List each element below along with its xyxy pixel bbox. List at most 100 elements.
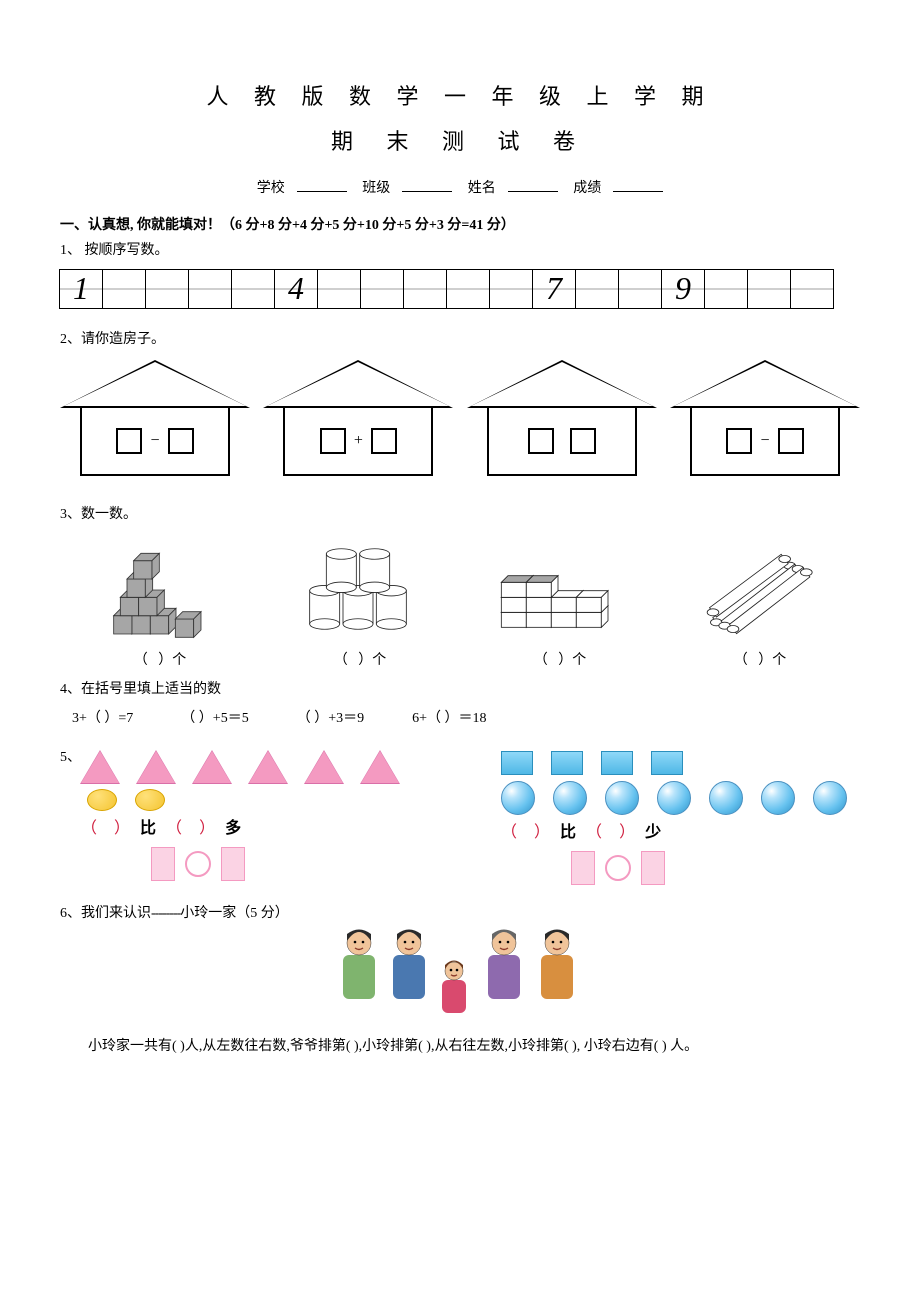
house-input[interactable] (371, 428, 397, 454)
house-operator: + (354, 429, 363, 453)
oval-icon (87, 789, 117, 811)
q1-cell[interactable] (704, 269, 748, 309)
triangle-icon (361, 751, 399, 783)
rods-svg (698, 539, 823, 639)
ball-icon (761, 781, 795, 815)
q3-cubes-paren[interactable]: （ ）个 (134, 653, 187, 668)
ball-icon (813, 781, 847, 815)
q5-balls (501, 781, 861, 815)
q5-triangles (81, 751, 441, 783)
house: − (60, 360, 250, 480)
house: − (670, 360, 860, 480)
house-roof (263, 360, 453, 408)
q5-left-text[interactable]: （ ） 比 （ ） 多 (81, 817, 441, 841)
house-body: + (283, 406, 433, 476)
q3-cuboid-paren[interactable]: （ ）个 (534, 653, 587, 668)
house-input[interactable] (726, 428, 752, 454)
q1-cell[interactable]: 7 (532, 269, 576, 309)
q4-eq1[interactable]: 3+（ ）=7 (72, 708, 133, 729)
school-blank[interactable] (297, 178, 347, 192)
house: + (263, 360, 453, 480)
house-input[interactable] (570, 428, 596, 454)
house-body: − (80, 406, 230, 476)
score-label: 成绩 (573, 181, 601, 196)
triangle-icon (81, 751, 119, 783)
q1-cell[interactable]: 1 (59, 269, 103, 309)
house-body (487, 406, 637, 476)
house-input[interactable] (528, 428, 554, 454)
q1-label: 1、 按顺序写数。 (60, 240, 860, 261)
q1-cell[interactable] (790, 269, 834, 309)
q1-cell[interactable]: 4 (274, 269, 318, 309)
q1-cell[interactable] (403, 269, 447, 309)
q3-cyl-paren[interactable]: （ ）个 (334, 653, 387, 668)
q1-cell[interactable] (618, 269, 662, 309)
q5-left-boxrow[interactable] (151, 847, 441, 881)
name-blank[interactable] (508, 178, 558, 192)
q6-label: 6、我们来认识--------小玲一家（5 分） (60, 903, 289, 924)
ball-icon (605, 781, 639, 815)
cubes-svg (102, 539, 219, 639)
q1-number-row: 1 4 7 9 (60, 269, 860, 309)
q3-count-row: （ ）个 （ ）个 (60, 539, 860, 671)
cylinders-svg (298, 539, 423, 639)
score-blank[interactable] (613, 178, 663, 192)
q3-rod-paren[interactable]: （ ）个 (734, 653, 787, 668)
name-label: 姓名 (468, 181, 496, 196)
square-icon (651, 751, 683, 775)
q1-cell[interactable] (575, 269, 619, 309)
triangle-icon (137, 751, 175, 783)
q4-eq3[interactable]: （ ）+3＝9 (297, 708, 364, 729)
house-roof (467, 360, 657, 408)
ball-icon (657, 781, 691, 815)
q1-cell[interactable] (231, 269, 275, 309)
q4-equations: 3+（ ）=7 （ ）+5＝5 （ ）+3＝9 6+（ ）＝18 (72, 708, 860, 729)
section1-heading: 一、认真想, 你就能填对！（6 分+8 分+4 分+5 分+10 分+5 分+3… (60, 215, 860, 236)
family-illustration (319, 899, 599, 1019)
q4-eq4[interactable]: 6+（ ）＝18 (412, 708, 486, 729)
q2-label: 2、请你造房子。 (60, 329, 860, 350)
q5-right: （ ） 比 （ ） 少 (501, 751, 861, 885)
house-body: − (690, 406, 840, 476)
doc-title-line1: 人 教 版 数 学 一 年 级 上 学 期 (60, 80, 860, 113)
pink-circle (605, 855, 631, 881)
q5-right-text[interactable]: （ ） 比 （ ） 少 (501, 821, 861, 845)
square-icon (501, 751, 533, 775)
q1-cell[interactable] (317, 269, 361, 309)
q5-squares (501, 751, 861, 775)
q1-cell[interactable] (145, 269, 189, 309)
q1-cell[interactable] (489, 269, 533, 309)
q1-cell[interactable] (188, 269, 232, 309)
pink-box (641, 851, 665, 885)
q1-cell[interactable]: 9 (661, 269, 705, 309)
square-icon (601, 751, 633, 775)
house (467, 360, 657, 480)
q1-cell[interactable] (102, 269, 146, 309)
house-input[interactable] (778, 428, 804, 454)
student-info-row: 学校 班级 姓名 成绩 (60, 178, 860, 199)
q5-right-boxrow[interactable] (571, 851, 861, 885)
q5-label: 5、 (60, 747, 81, 768)
q1-cell[interactable] (360, 269, 404, 309)
q1-cell[interactable] (446, 269, 490, 309)
ball-icon (709, 781, 743, 815)
triangle-icon (305, 751, 343, 783)
pink-box (221, 847, 245, 881)
house-input[interactable] (168, 428, 194, 454)
q4-eq2[interactable]: （ ）+5＝5 (181, 708, 248, 729)
q6-suffix: 小玲一家（5 分） (180, 906, 289, 921)
q6-body-text[interactable]: 小玲家一共有( )人,从左数往右数,爷爷排第( ),小玲排第( ),从右往左数,… (60, 1033, 860, 1061)
q5-row: （ ） 比 （ ） 多 （ ） 比 （ ） 少 (81, 751, 861, 885)
q1-cell[interactable] (747, 269, 791, 309)
house-input[interactable] (116, 428, 142, 454)
triangle-icon (193, 751, 231, 783)
q3-label: 3、数一数。 (60, 504, 860, 525)
q3-rods: （ ）个 (685, 539, 835, 671)
ball-icon (501, 781, 535, 815)
house-input[interactable] (320, 428, 346, 454)
house-roof (60, 360, 250, 408)
oval-icon (135, 789, 165, 811)
doc-title-line2: 期 末 测 试 卷 (60, 125, 860, 158)
q5-circles (87, 789, 441, 811)
class-blank[interactable] (402, 178, 452, 192)
